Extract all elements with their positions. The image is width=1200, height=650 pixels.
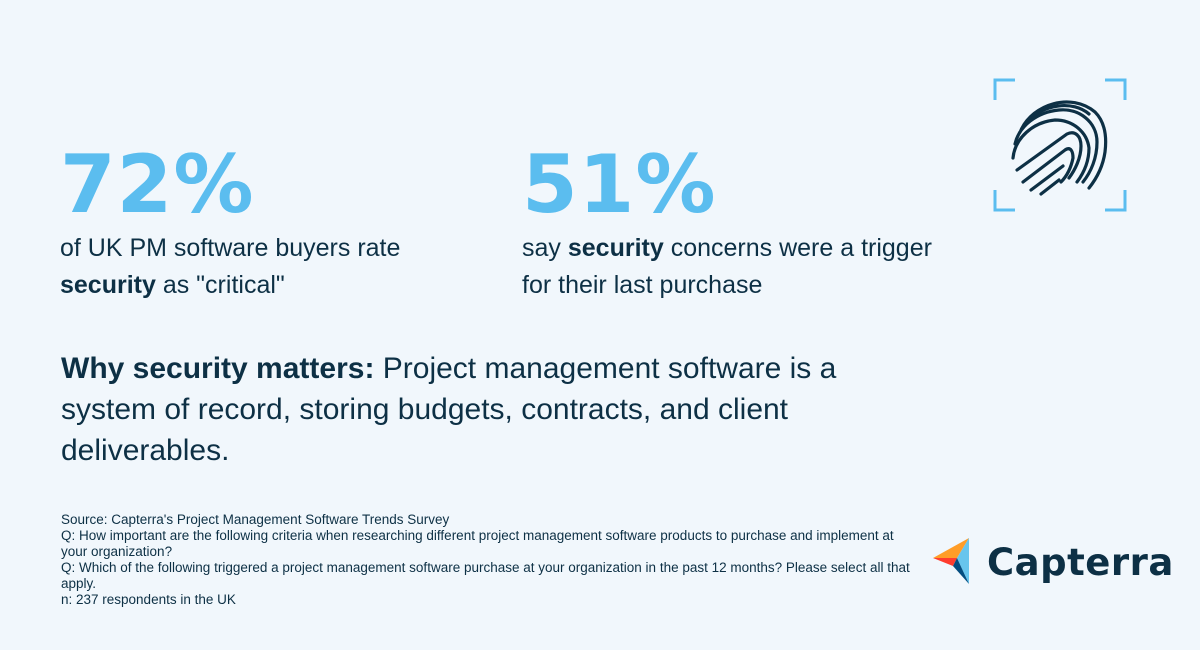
source-notes: Source: Capterra's Project Management So… — [61, 512, 921, 608]
stat-description: of UK PM software buyers rate security a… — [60, 230, 480, 304]
stat-value: 72% — [60, 138, 255, 231]
stat-value: 51% — [522, 138, 717, 231]
why-security-paragraph: Why security matters: Project management… — [61, 348, 921, 471]
stat-description: say security concerns were a trigger for… — [522, 230, 942, 304]
stat-block-critical: 72% of UK PM software buyers rate securi… — [60, 140, 480, 304]
stat-text-post: concerns were a trigger for their last p… — [522, 234, 932, 299]
capterra-logo: Capterra — [933, 538, 1174, 586]
stat-text-pre: say — [522, 234, 568, 262]
stat-block-trigger: 51% say security concerns were a trigger… — [522, 140, 942, 304]
stat-text-bold: security — [60, 271, 156, 299]
stat-text-pre: of UK PM software buyers rate — [60, 234, 401, 262]
why-body: Project management software is a system … — [61, 352, 837, 467]
capterra-logo-mark-icon — [933, 538, 969, 584]
why-lead: Why security matters: — [61, 352, 375, 385]
source-line: Q: Which of the following triggered a pr… — [61, 560, 910, 591]
fingerprint-icon — [993, 78, 1127, 212]
capterra-logo-text: Capterra — [987, 540, 1174, 584]
stat-text-bold: security — [567, 234, 664, 262]
stat-text-post: as "critical" — [155, 271, 285, 299]
source-line: n: 237 respondents in the UK — [61, 592, 236, 607]
source-line: Source: Capterra's Project Management So… — [61, 512, 450, 527]
source-line: Q: How important are the following crite… — [61, 528, 894, 559]
